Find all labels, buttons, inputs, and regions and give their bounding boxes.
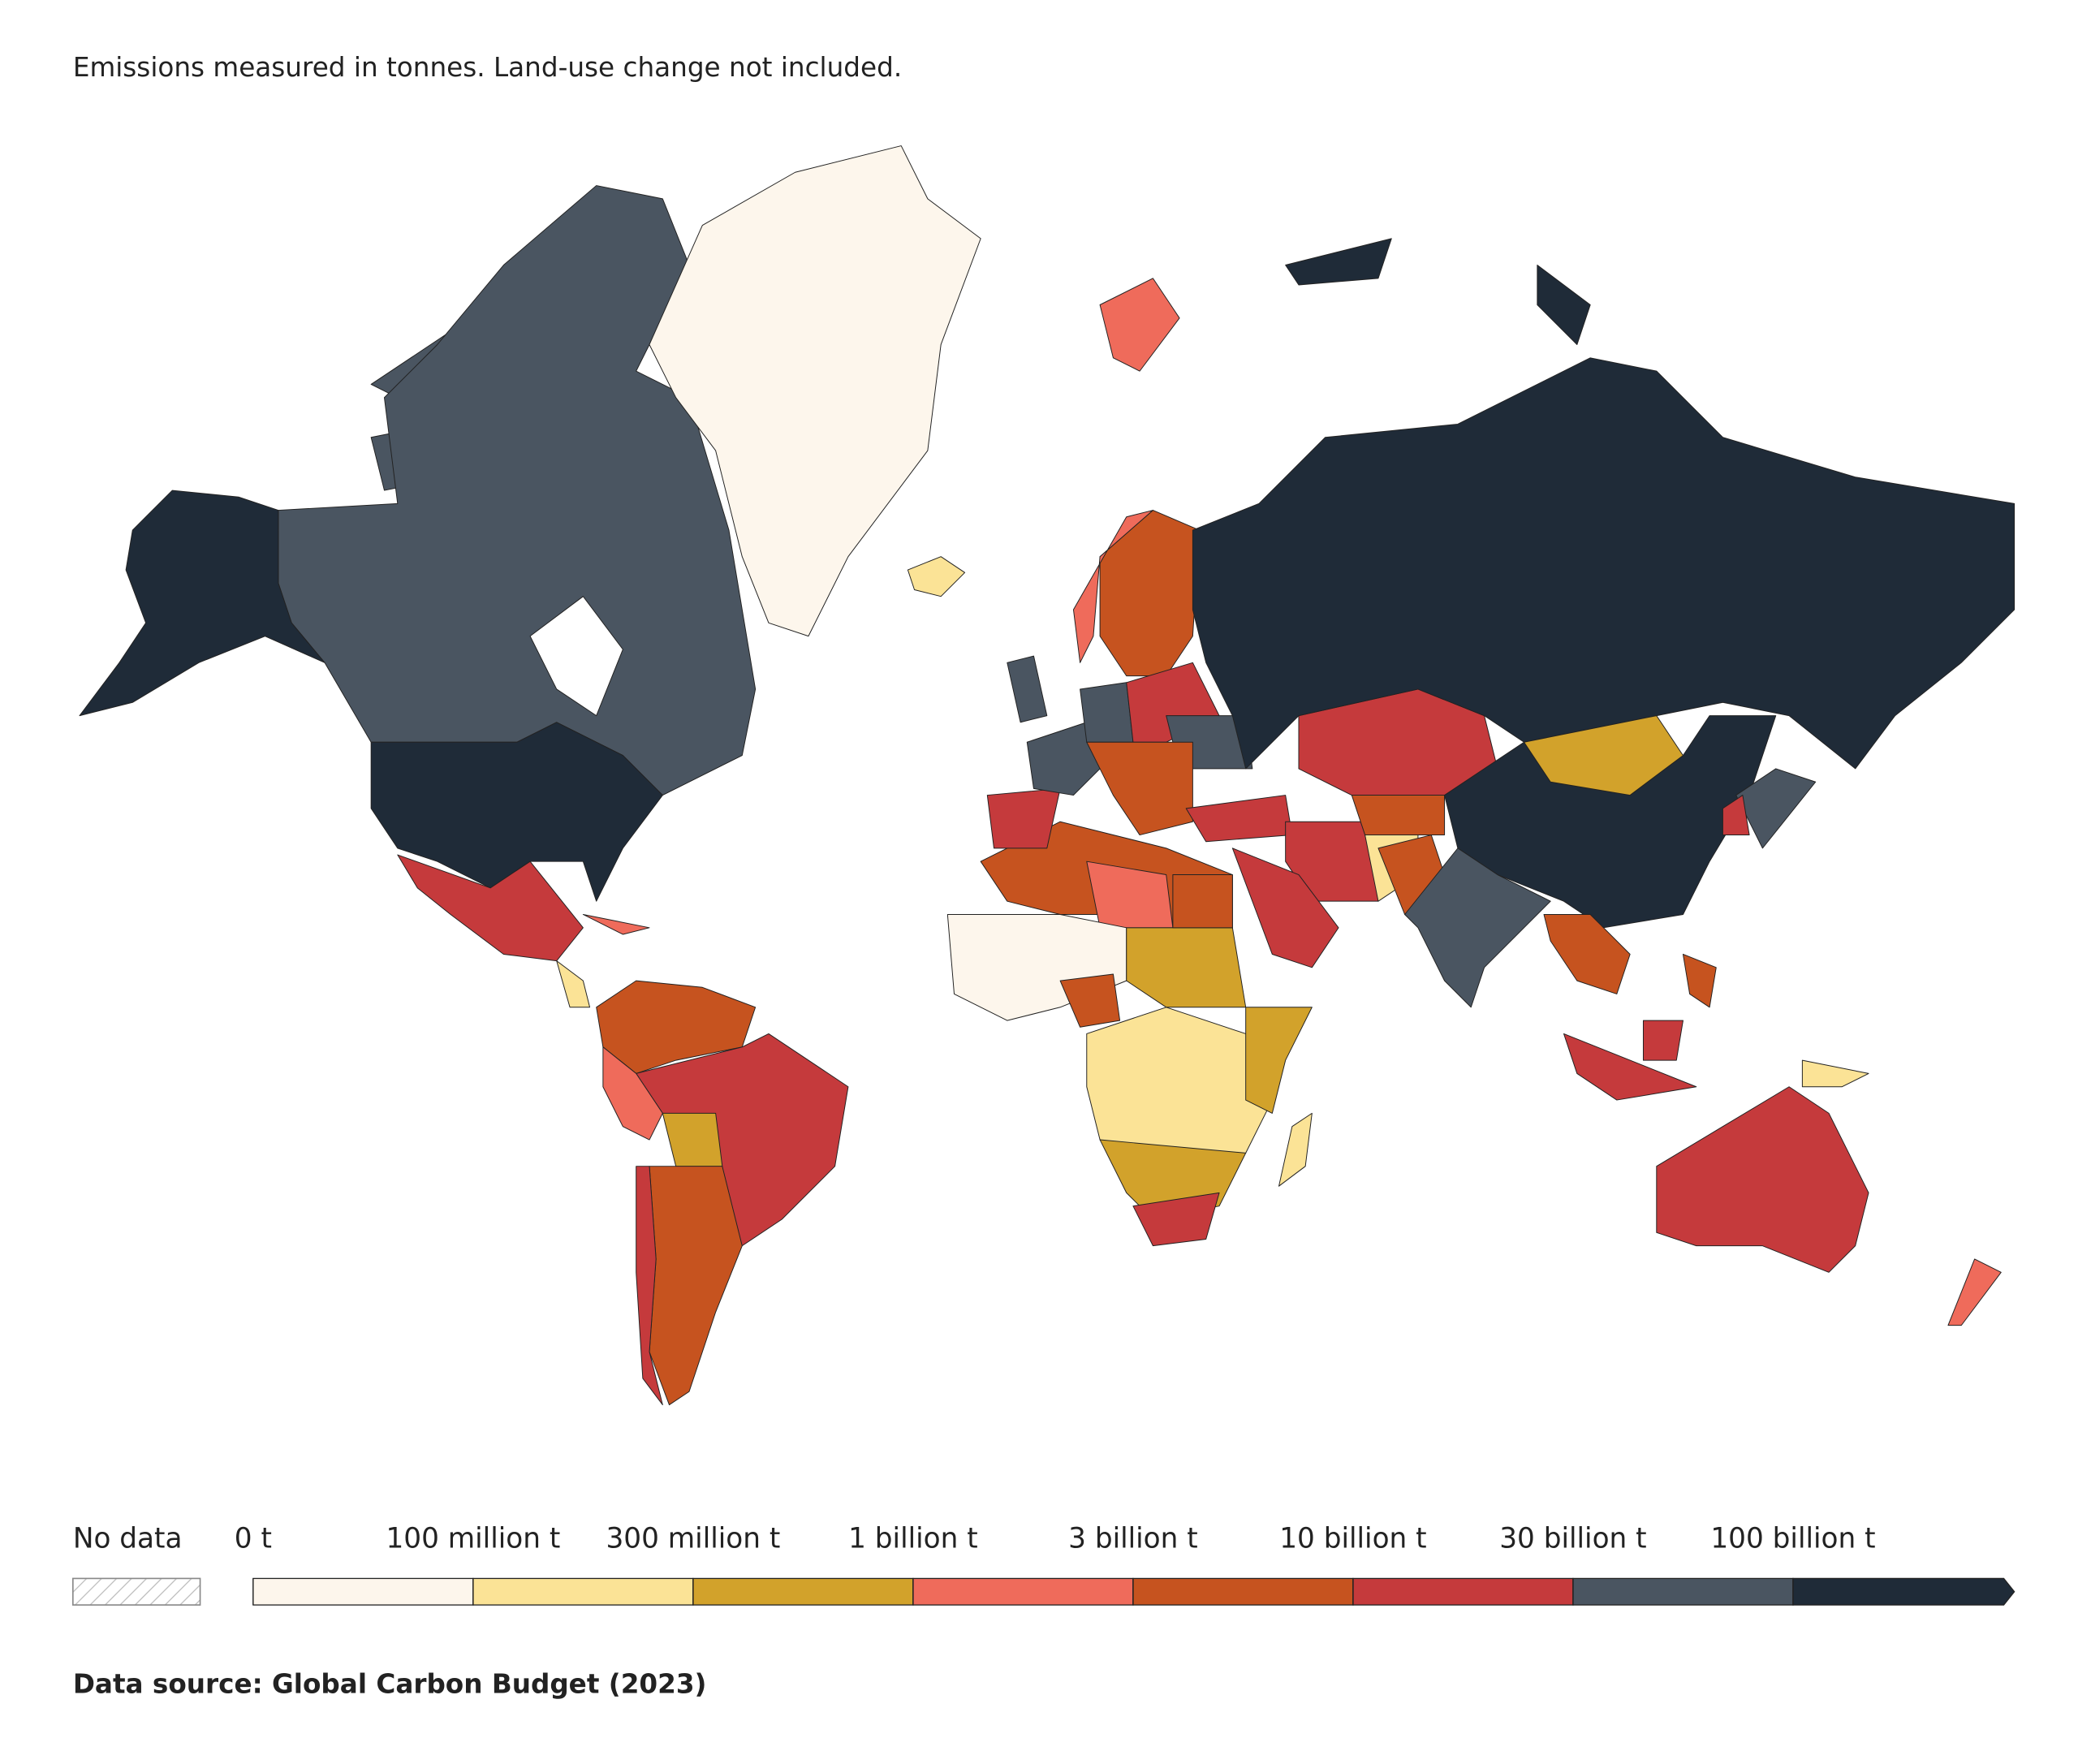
country xyxy=(986,787,1061,849)
country xyxy=(1722,795,1750,836)
country xyxy=(1099,278,1180,372)
legend-swatch xyxy=(1352,1577,1574,1606)
country xyxy=(1059,973,1121,1028)
country xyxy=(1007,655,1048,723)
country xyxy=(1192,357,2015,770)
legend-tick-label: 10 billion t xyxy=(1279,1523,1426,1555)
world-map xyxy=(79,145,2015,1406)
country xyxy=(1231,847,1339,968)
legend-swatch xyxy=(1572,1577,1794,1606)
legend-swatch xyxy=(692,1577,914,1606)
country xyxy=(1072,510,1153,663)
country xyxy=(1682,953,1717,1008)
legend-swatch xyxy=(1792,1577,2015,1606)
color-legend: 0 t 100 million t 300 million t 1 billion t… xyxy=(235,1523,2015,1606)
country xyxy=(1285,238,1392,286)
country xyxy=(1404,847,1551,1008)
country xyxy=(1172,874,1233,929)
source: Data source: Global Carbon Budget (2023) xyxy=(73,1669,707,1700)
legend-swatch xyxy=(472,1577,694,1606)
country xyxy=(1099,510,1201,677)
legend-tick-label: 3 billion t xyxy=(1068,1523,1198,1555)
country xyxy=(1563,1033,1697,1101)
country xyxy=(1537,265,1591,345)
country xyxy=(602,1046,663,1141)
country xyxy=(1801,1059,1869,1088)
legend-swatch xyxy=(252,1577,474,1606)
country xyxy=(1642,1020,1684,1061)
country xyxy=(1351,795,1446,836)
legend-tick-label: 100 million t xyxy=(386,1523,560,1555)
country xyxy=(370,722,663,902)
legend-tick-label: 100 billion t xyxy=(1710,1523,1875,1555)
legend-tick-label: 1 billion t xyxy=(848,1523,978,1555)
country xyxy=(1656,1086,1869,1273)
country xyxy=(1026,722,1101,796)
country xyxy=(1947,1258,2002,1326)
legend-swatch xyxy=(1132,1577,1354,1606)
country xyxy=(582,914,650,935)
legend-tick-label: 0 t xyxy=(235,1523,272,1555)
country xyxy=(907,556,966,597)
country xyxy=(1543,914,1631,994)
country xyxy=(1086,741,1193,836)
country xyxy=(556,960,591,1008)
no-data-label: No data xyxy=(73,1523,183,1555)
country xyxy=(1080,682,1134,743)
country xyxy=(529,596,623,717)
legend-tick-label: 30 billion t xyxy=(1499,1523,1646,1555)
country xyxy=(649,145,981,637)
country xyxy=(1245,1007,1313,1114)
country xyxy=(79,490,325,717)
country xyxy=(1524,715,1684,796)
country xyxy=(1735,768,1817,849)
legend-swatch xyxy=(912,1577,1134,1606)
country xyxy=(1278,1112,1313,1187)
no-data-swatch xyxy=(72,1577,201,1606)
country xyxy=(1132,1192,1220,1247)
legend-tick-label: 300 million t xyxy=(606,1523,781,1555)
subtitle: Emissions measured in tonnes. Land-use c… xyxy=(73,52,902,83)
country xyxy=(1285,821,1379,902)
country xyxy=(636,1166,663,1406)
country xyxy=(278,185,757,796)
